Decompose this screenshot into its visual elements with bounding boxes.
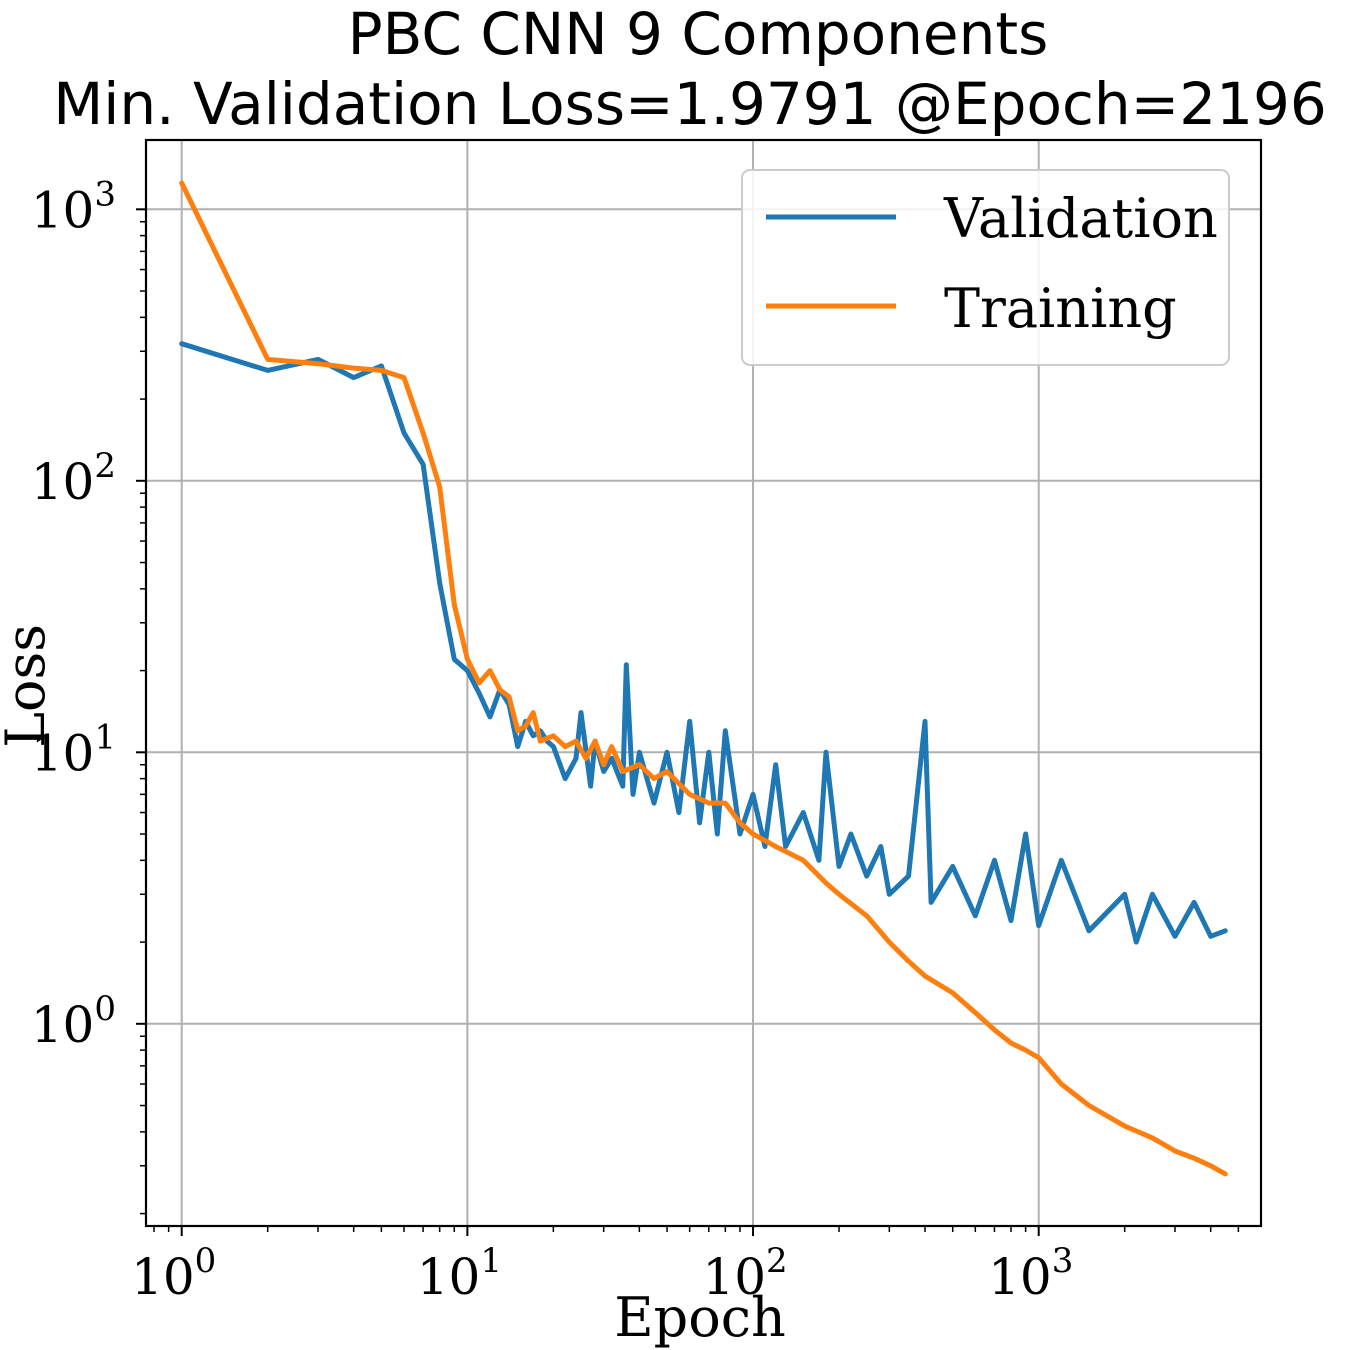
chart-title: PBC CNN 9 Components xyxy=(348,0,1049,68)
x-tick-label-1: 101 xyxy=(417,1241,502,1306)
y-tick-label-3: 103 xyxy=(31,174,116,239)
legend: Validation Training xyxy=(741,169,1230,366)
chart-subtitle: Min. Validation Loss=1.9791 @Epoch=2196 xyxy=(53,70,1327,138)
plot-frame xyxy=(144,138,1263,1228)
y-tick-label-0: 100 xyxy=(31,989,116,1054)
series-line-training xyxy=(179,180,1228,1177)
y-tick-label-1: 101 xyxy=(31,717,116,782)
y-axis-label: Loss xyxy=(0,624,57,748)
x-tick-label-3: 103 xyxy=(988,1241,1073,1306)
y-tick-label-2: 102 xyxy=(31,446,116,511)
x-axis-label: Epoch xyxy=(614,1286,786,1349)
x-axis-ticks: 100 101 102 103 xyxy=(131,1226,1073,1306)
legend-label-training: Training xyxy=(944,277,1177,340)
x-tick-label-2: 102 xyxy=(702,1241,787,1306)
y-axis-ticks: 100 101 102 103 xyxy=(31,174,146,1054)
series-layer xyxy=(179,180,1228,1177)
legend-label-validation: Validation xyxy=(943,187,1218,250)
series-line-validation xyxy=(179,341,1228,945)
x-tick-label-0: 100 xyxy=(131,1241,216,1306)
